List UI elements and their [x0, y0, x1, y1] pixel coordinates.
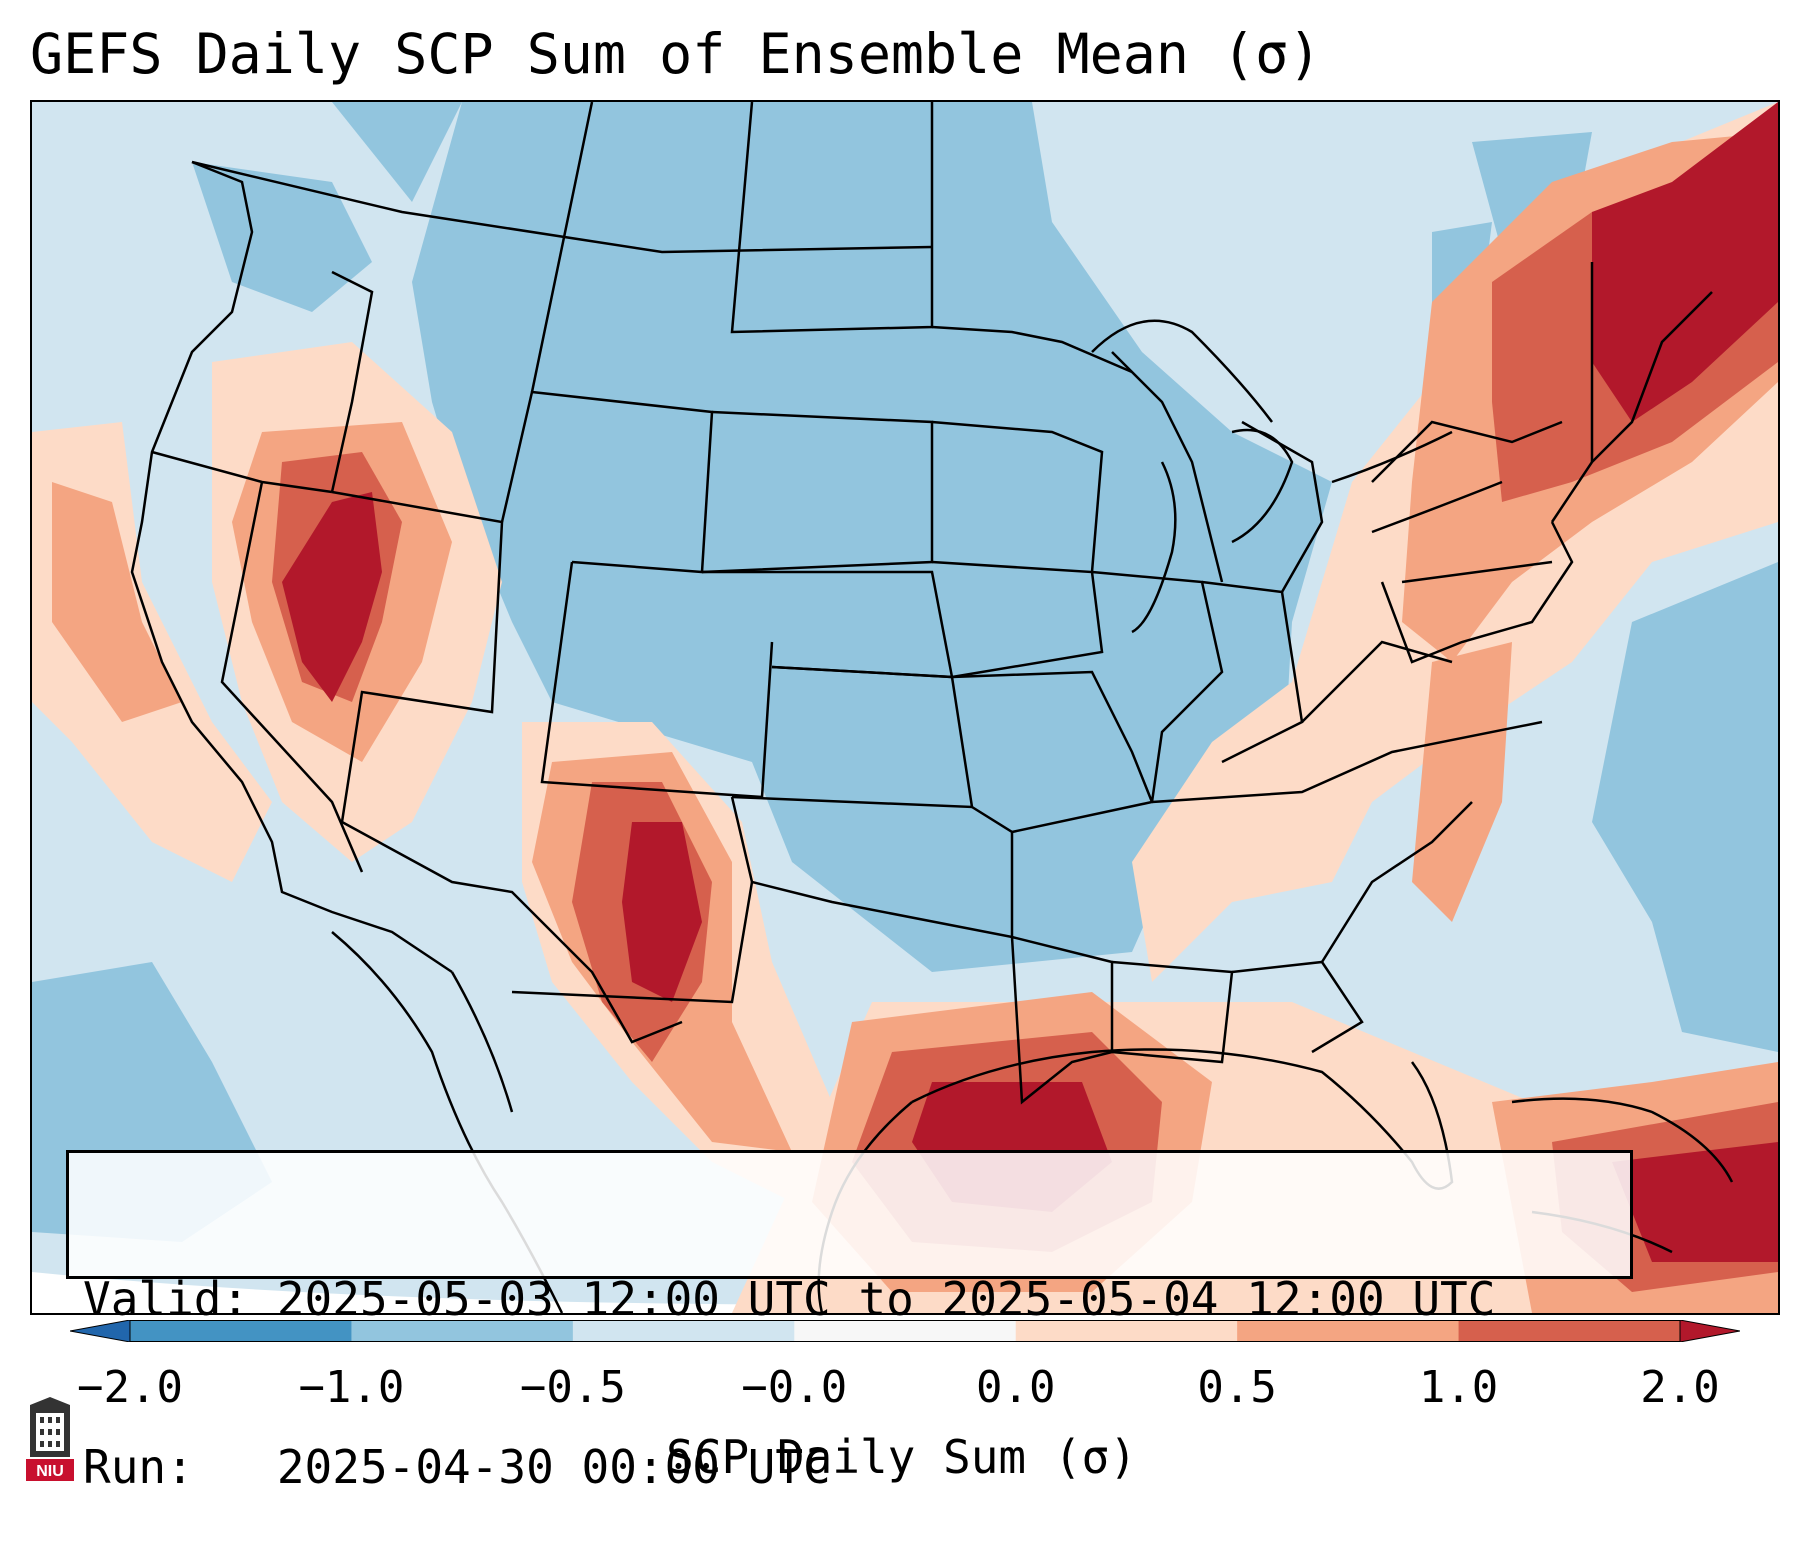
- colorbar-ticks: −2.0 −1.0 −0.5 −0.0 0.0 0.5 1.0 2.0: [0, 1362, 1803, 1422]
- map-title: GEFS Daily SCP Sum of Ensemble Mean (σ): [30, 22, 1322, 86]
- map-panel: [30, 100, 1780, 1315]
- colorbar-segment: [130, 1320, 352, 1342]
- colorbar-segment: [1237, 1320, 1460, 1342]
- niu-logo-icon: NIU: [26, 1397, 74, 1481]
- colorbar-over-arrow: [1679, 1320, 1740, 1342]
- scp-map: [32, 102, 1778, 1313]
- colorbar: [70, 1320, 1740, 1342]
- colorbar-tick-label: 2.0: [1640, 1362, 1720, 1413]
- niu-logo-text: NIU: [36, 1463, 64, 1480]
- valid-time-text: Valid: 2025-05-03 12:00 UTC to 2025-05-0…: [83, 1272, 1496, 1326]
- colorbar-segment: [351, 1320, 574, 1342]
- info-box: Valid: 2025-05-03 12:00 UTC to 2025-05-0…: [66, 1150, 1633, 1494]
- colorbar-under-arrow: [70, 1320, 131, 1342]
- colorbar-tick-label: −0.0: [741, 1362, 848, 1413]
- colorbar-segment: [1458, 1320, 1681, 1342]
- colorbar-label: SCP Daily Sum (σ): [666, 1430, 1137, 1484]
- colorbar-tick-label: −1.0: [298, 1362, 405, 1413]
- colorbar-tick-label: −0.5: [519, 1362, 626, 1413]
- colorbar-tick-label: 1.0: [1418, 1362, 1499, 1413]
- colorbar-segment: [794, 1320, 1017, 1342]
- colorbar-tick-label: −2.0: [77, 1362, 183, 1413]
- colorbar-tick-label: 0.0: [975, 1362, 1056, 1413]
- colorbar-segment: [1015, 1320, 1238, 1342]
- colorbar-segment: [572, 1320, 795, 1342]
- colorbar-tick-label: 0.5: [1197, 1362, 1277, 1413]
- state-borders: [130, 102, 1713, 1105]
- colorbar-border: [129, 1320, 1681, 1342]
- run-time-text: Run: 2025-04-30 00:00 UTC: [83, 1440, 831, 1494]
